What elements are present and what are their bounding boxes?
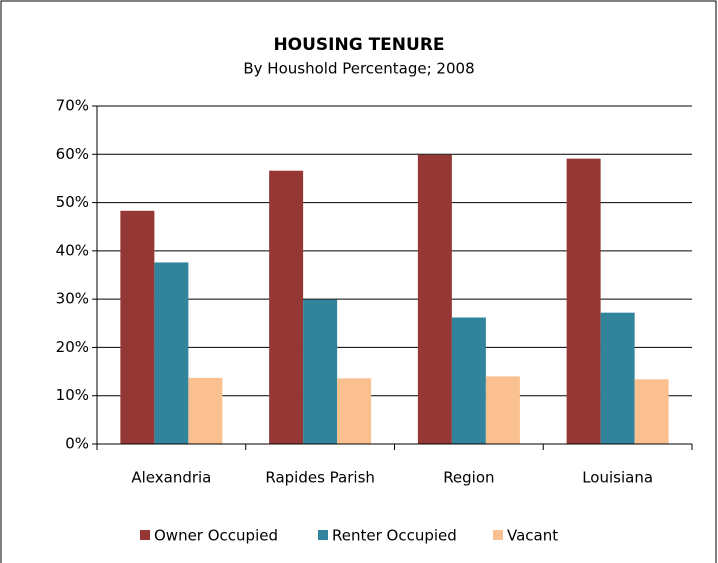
legend-label: Renter Occupied bbox=[332, 527, 457, 545]
bar bbox=[120, 210, 155, 444]
bar bbox=[269, 170, 304, 444]
legend-label: Owner Occupied bbox=[154, 527, 278, 545]
y-tick-label: 20% bbox=[56, 338, 89, 356]
x-tick-label: Rapides Parish bbox=[265, 469, 375, 487]
bar bbox=[337, 378, 372, 444]
legend-swatch bbox=[318, 530, 328, 540]
y-tick-label: 40% bbox=[56, 241, 89, 259]
y-tick-label: 30% bbox=[56, 290, 89, 308]
y-tick-label: 10% bbox=[56, 386, 89, 404]
legend-swatch bbox=[493, 530, 503, 540]
y-tick-label: 60% bbox=[56, 145, 89, 163]
x-tick-label: Louisiana bbox=[582, 469, 653, 487]
bar bbox=[154, 262, 189, 444]
bar bbox=[451, 317, 486, 444]
x-tick-label: Region bbox=[443, 469, 494, 487]
legend-label: Vacant bbox=[507, 527, 558, 545]
y-tick-label: 50% bbox=[56, 193, 89, 211]
chart-subtitle: By Houshold Percentage; 2008 bbox=[243, 60, 474, 78]
chart-title: HOUSING TENURE bbox=[273, 35, 444, 55]
bar bbox=[566, 158, 601, 445]
y-tick-label: 70% bbox=[56, 97, 89, 115]
bar bbox=[417, 154, 452, 445]
bar bbox=[303, 299, 338, 444]
bar bbox=[600, 312, 635, 444]
bar bbox=[188, 377, 223, 444]
y-tick-label: 0% bbox=[65, 435, 89, 453]
bar bbox=[485, 376, 520, 444]
bar bbox=[634, 379, 669, 444]
x-tick-label: Alexandria bbox=[131, 469, 211, 487]
legend-swatch bbox=[140, 530, 150, 540]
